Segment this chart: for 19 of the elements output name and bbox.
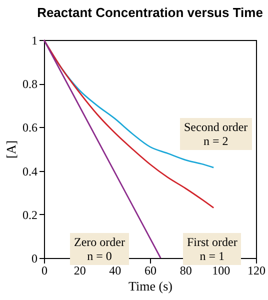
annotation: First order n = 1 xyxy=(183,233,242,265)
x-tick-label: 0 xyxy=(42,264,48,278)
x-axis-title: Time (s) xyxy=(128,278,172,294)
y-tick-label: 0.4 xyxy=(22,164,38,178)
y-axis-title: [A] xyxy=(4,140,18,159)
y-tick-label: 1 xyxy=(32,34,38,48)
x-tick-label: 60 xyxy=(144,264,156,278)
chart-title: Reactant Concentration versus Time xyxy=(37,5,263,20)
y-tick-label: 0.6 xyxy=(22,120,38,135)
x-tick-label: 80 xyxy=(180,264,192,278)
annotation: Zero order n = 0 xyxy=(70,233,129,265)
y-tick-label: 0.8 xyxy=(22,77,38,92)
x-tick-label: 120 xyxy=(248,264,266,278)
x-tick-label: 100 xyxy=(212,264,230,278)
annotation: Second order n = 2 xyxy=(180,118,252,150)
x-tick-label: 40 xyxy=(109,264,122,278)
y-tick-label: 0.2 xyxy=(22,208,38,222)
x-tick-label: 20 xyxy=(74,264,86,278)
y-tick-label: 0 xyxy=(32,252,38,266)
